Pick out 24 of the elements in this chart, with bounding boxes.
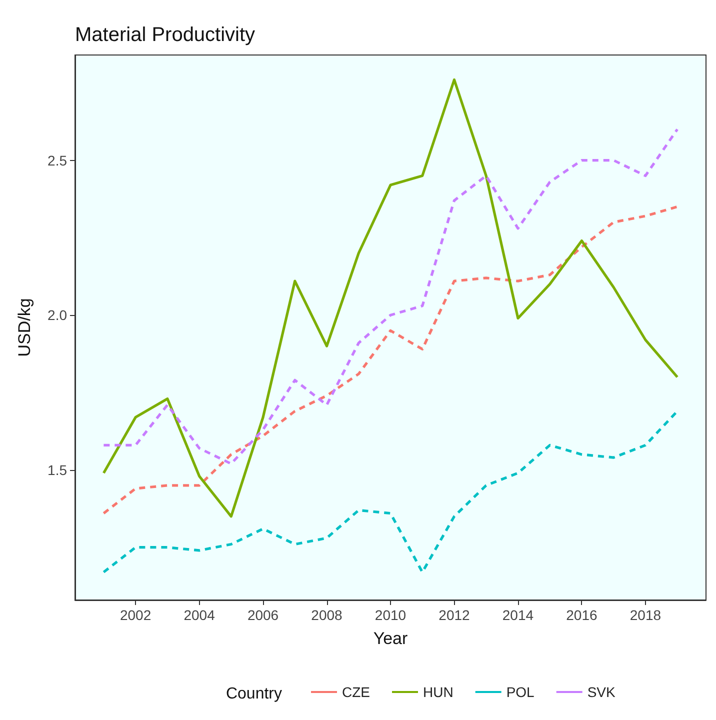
x-tick-label: 2004 [184,607,216,623]
x-tick-label: 2016 [566,607,598,623]
x-tick-label: 2018 [630,607,662,623]
legend-label: POL [506,684,535,700]
x-axis-title: Year [373,629,408,648]
x-tick-label: 2006 [247,607,279,623]
legend-title: Country [226,686,282,702]
line-series [102,205,679,515]
legend-label: SVK [587,684,616,700]
line-series [102,78,679,518]
legend-label: HUN [423,684,454,700]
chart-title: Material Productivity [75,24,256,46]
x-tick-label: 2010 [374,607,406,623]
x-tick-label: 2002 [120,607,152,623]
x-tick-label: 2014 [502,607,534,623]
line-series [102,410,679,574]
y-tick-label: 2.0 [48,307,68,324]
x-tick-label: 2008 [311,607,343,623]
legend-label: CZE [342,684,370,700]
y-tick-label: 1.5 [48,462,68,478]
line-series [102,128,679,466]
y-axis-title: USD/kg [15,298,34,357]
x-tick-label: 2012 [438,607,470,623]
y-tick-label: 2.5 [48,152,68,168]
